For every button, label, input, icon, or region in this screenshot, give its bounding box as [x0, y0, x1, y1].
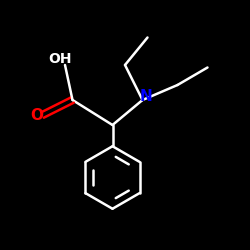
Text: N: N [140, 89, 152, 104]
Text: OH: OH [48, 52, 72, 66]
Text: O: O [30, 108, 43, 122]
